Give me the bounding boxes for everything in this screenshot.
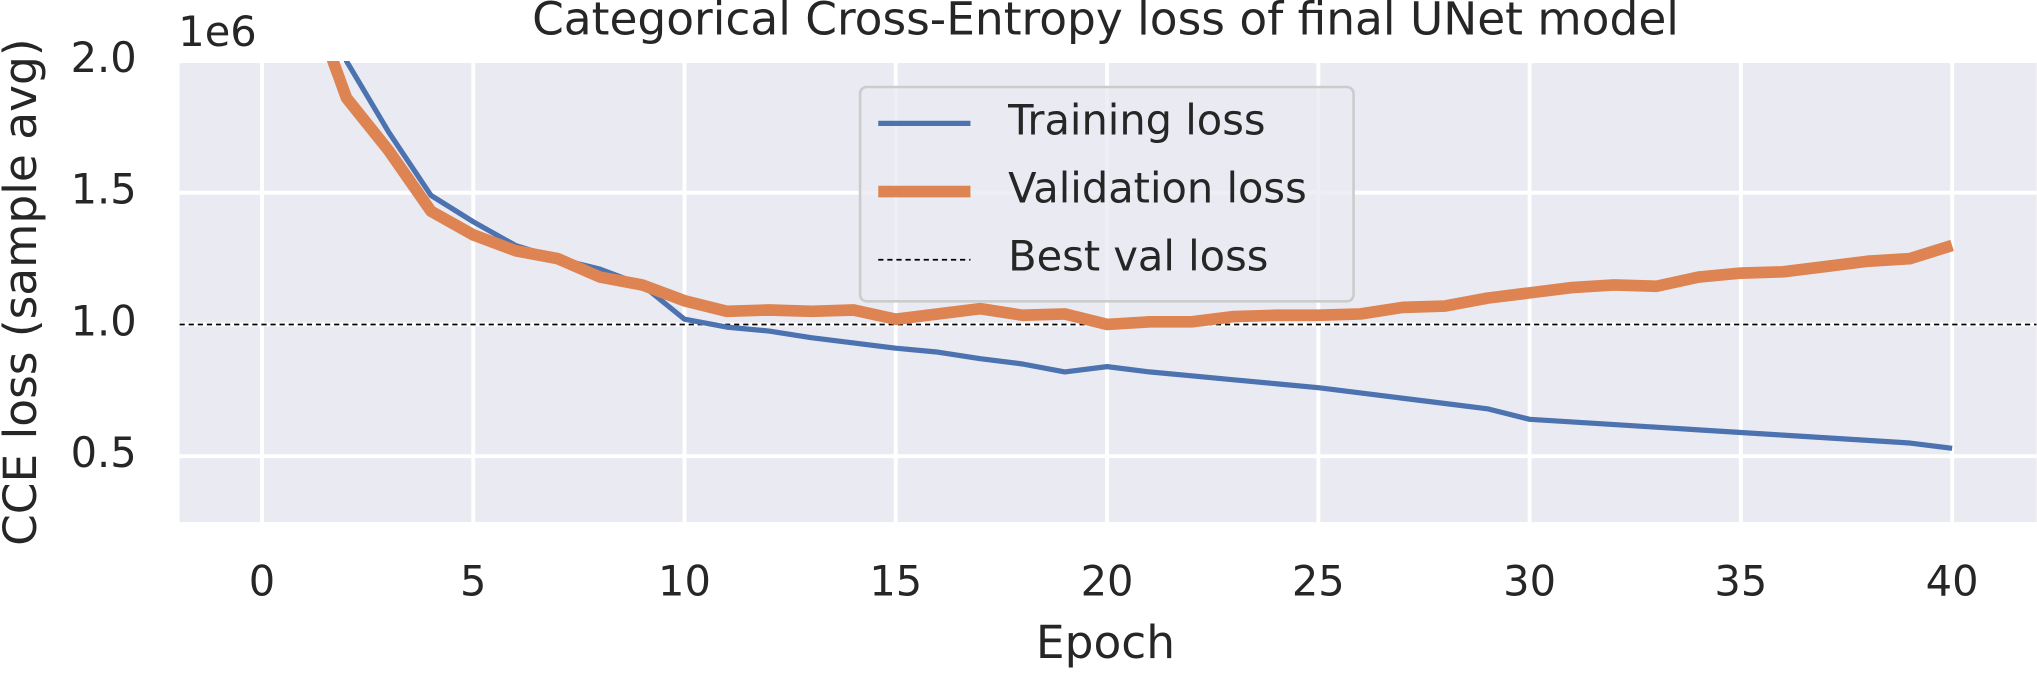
x-tick-label: 5: [460, 556, 486, 605]
x-tick-label: 10: [658, 556, 711, 605]
x-axis-label: Epoch: [1036, 616, 1175, 669]
y-axis-label: CCE loss (sample avg): [0, 38, 47, 546]
x-tick-label: 30: [1503, 556, 1556, 605]
legend-label: Best val loss: [1008, 232, 1268, 281]
legend-box: [858, 85, 1355, 303]
chart-title: Categorical Cross-Entropy loss of final …: [532, 0, 1679, 46]
data-line: [326, 61, 1954, 331]
y-tick-label: 1.0: [71, 296, 137, 345]
y-tick-label: 2.0: [71, 33, 137, 82]
y-tick-label: 1.5: [71, 165, 137, 214]
x-tick-label: 20: [1081, 556, 1134, 605]
x-tick-label: 15: [869, 556, 922, 605]
x-tick-label: 35: [1714, 556, 1767, 605]
x-tick-label: 40: [1926, 556, 1979, 605]
legend-label: Training loss: [1007, 95, 1265, 144]
y-tick-label: 0.5: [71, 428, 137, 477]
x-tick-label: 25: [1292, 556, 1345, 605]
x-tick-label: 0: [249, 556, 275, 605]
legend-label: Validation loss: [1008, 164, 1307, 213]
y-offset-label: 1e6: [178, 7, 256, 56]
